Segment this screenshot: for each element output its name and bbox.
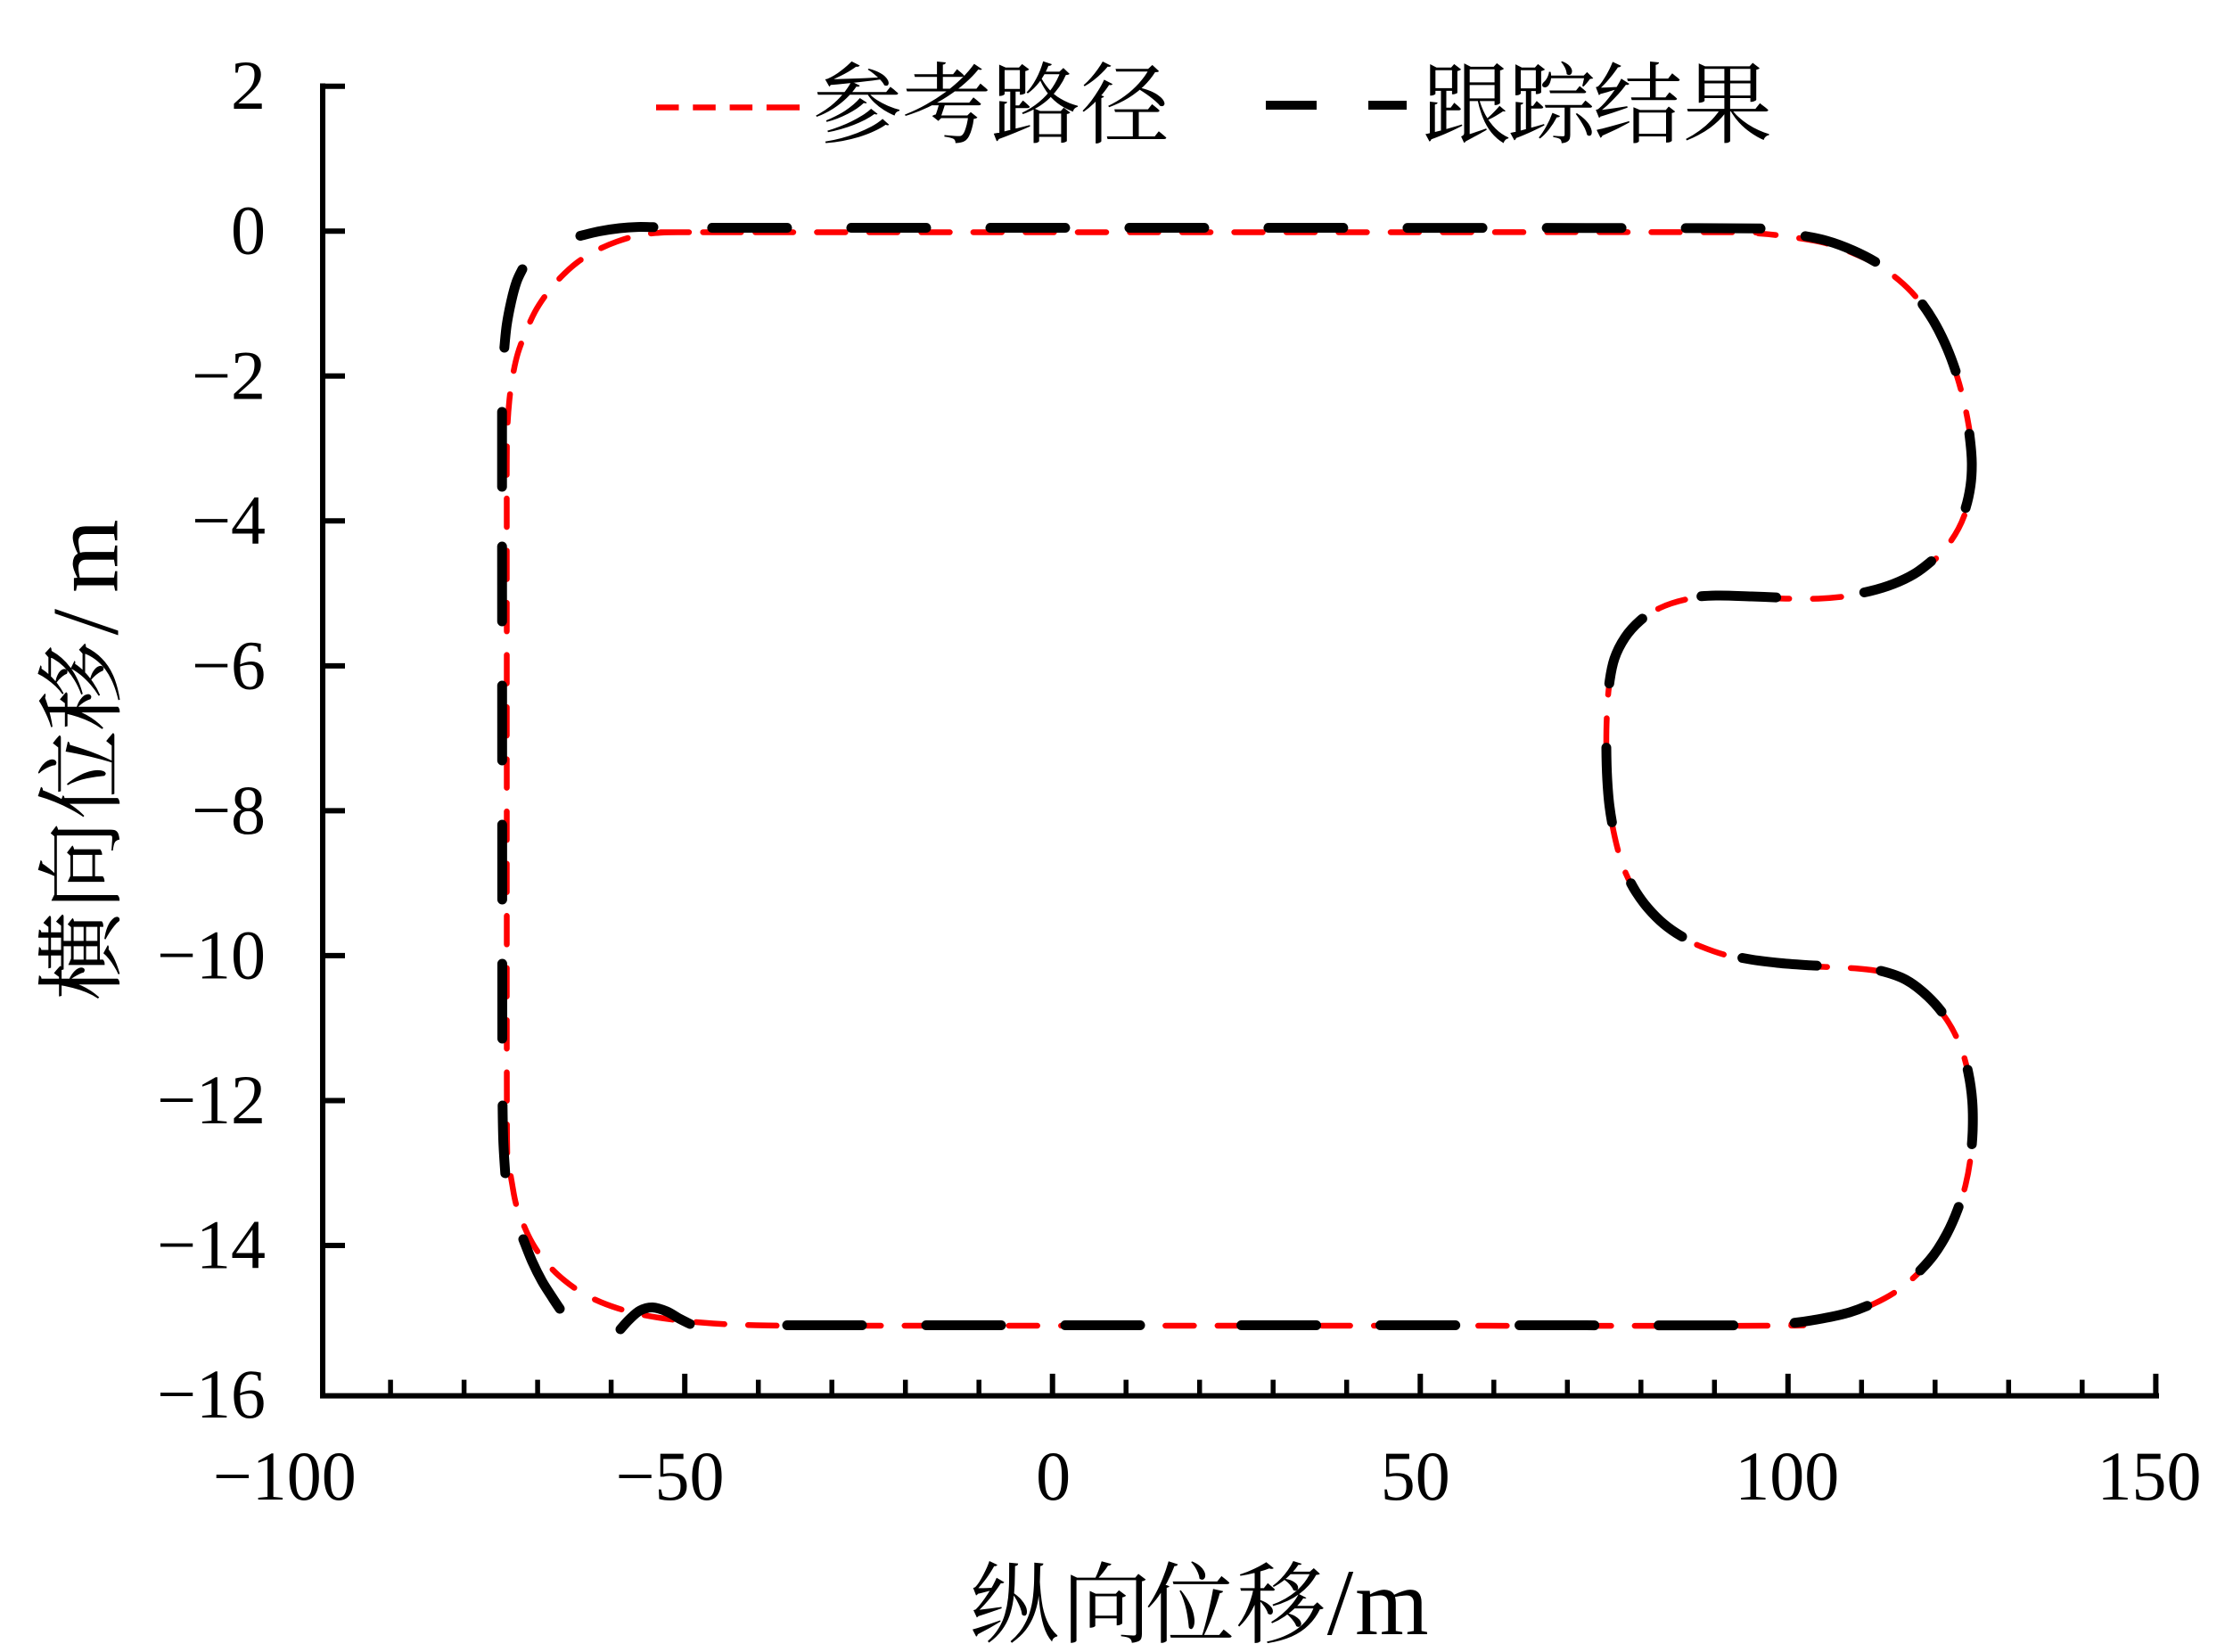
- svg-text:50: 50: [1381, 1437, 1450, 1515]
- svg-text:−12: −12: [157, 1061, 266, 1138]
- svg-text:/: /: [1327, 1550, 1354, 1652]
- svg-text:−100: −100: [213, 1437, 357, 1515]
- svg-text:0: 0: [231, 192, 266, 269]
- svg-text:−6: −6: [192, 626, 266, 703]
- svg-text:−50: −50: [616, 1437, 725, 1515]
- svg-text:/: /: [33, 609, 137, 636]
- svg-text:m: m: [33, 519, 137, 592]
- svg-text:−14: −14: [157, 1206, 266, 1284]
- svg-text:m: m: [1355, 1550, 1428, 1652]
- svg-text:−8: −8: [192, 771, 266, 849]
- svg-text:100: 100: [1735, 1437, 1839, 1515]
- svg-text:150: 150: [2098, 1437, 2202, 1515]
- svg-text:2: 2: [231, 46, 266, 124]
- svg-text:−16: −16: [157, 1355, 266, 1433]
- svg-text:−10: −10: [157, 916, 266, 993]
- svg-text:0: 0: [1036, 1437, 1071, 1515]
- svg-text:−2: −2: [192, 336, 266, 414]
- svg-text:−4: −4: [192, 481, 266, 559]
